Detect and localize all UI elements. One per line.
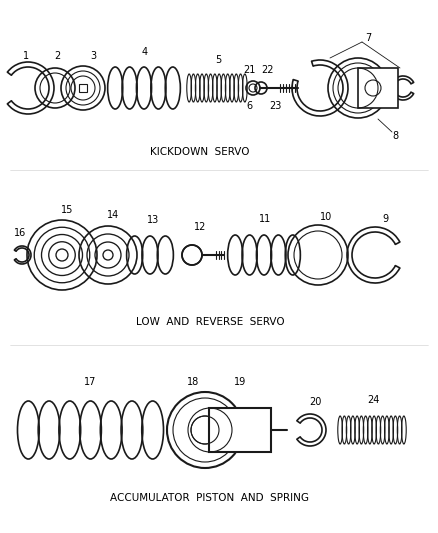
Text: 17: 17: [84, 377, 96, 387]
Text: 22: 22: [261, 65, 273, 75]
Text: KICKDOWN  SERVO: KICKDOWN SERVO: [150, 147, 250, 157]
Text: 20: 20: [309, 397, 321, 407]
Text: 23: 23: [269, 101, 281, 111]
Text: 10: 10: [320, 212, 332, 222]
Text: 18: 18: [187, 377, 199, 387]
Text: 14: 14: [107, 210, 119, 220]
Circle shape: [191, 416, 219, 444]
Text: 4: 4: [142, 47, 148, 57]
Text: 6: 6: [246, 101, 252, 111]
Text: 9: 9: [382, 214, 388, 224]
Text: 24: 24: [367, 395, 379, 405]
Text: 16: 16: [14, 228, 26, 238]
Text: ACCUMULATOR  PISTON  AND  SPRING: ACCUMULATOR PISTON AND SPRING: [110, 493, 310, 503]
Text: 5: 5: [215, 55, 221, 65]
Bar: [209, 408, 271, 452]
Text: 7: 7: [365, 33, 371, 43]
Text: 1: 1: [23, 51, 29, 61]
Text: LOW  AND  REVERSE  SERVO: LOW AND REVERSE SERVO: [136, 317, 284, 327]
Circle shape: [182, 245, 202, 265]
Text: 12: 12: [194, 222, 206, 232]
Text: 8: 8: [392, 131, 398, 141]
Text: 19: 19: [234, 377, 246, 387]
Text: 11: 11: [259, 214, 271, 224]
Text: 13: 13: [147, 215, 159, 225]
Text: 15: 15: [61, 205, 73, 215]
Text: 21: 21: [243, 65, 255, 75]
Bar: [79, 84, 87, 92]
Text: 2: 2: [54, 51, 60, 61]
Bar: [358, 68, 398, 108]
Text: 3: 3: [90, 51, 96, 61]
